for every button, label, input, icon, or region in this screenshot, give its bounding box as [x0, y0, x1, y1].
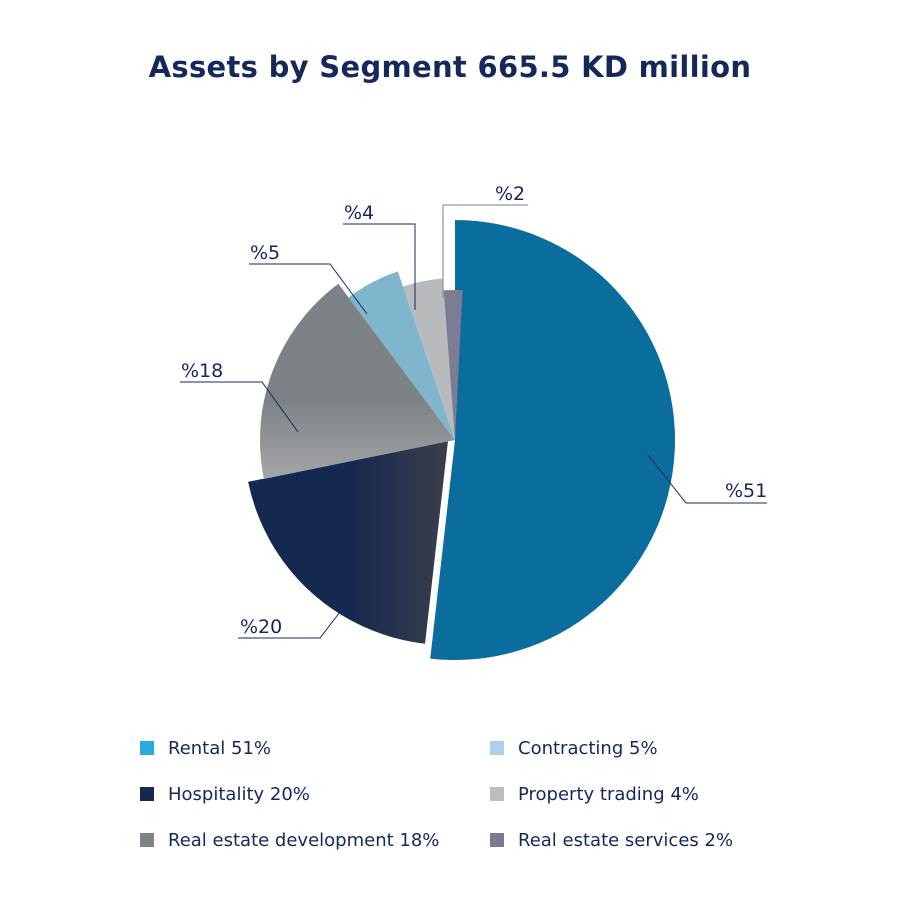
legend-item: Real estate services 2% [490, 829, 840, 851]
data-label: %51 [725, 480, 767, 502]
legend-swatch [140, 741, 154, 755]
legend-label: Real estate development 18% [168, 829, 440, 851]
legend-item: Contracting 5% [490, 737, 840, 759]
leader-line [647, 454, 767, 504]
pie-slice [260, 283, 455, 479]
legend-label: Hospitality 20% [168, 783, 310, 805]
legend-item: Rental 51% [140, 737, 490, 759]
legend-item: Property trading 4% [490, 783, 840, 805]
legend-swatch [140, 833, 154, 847]
chart-title: Assets by Segment 665.5 KD million [148, 50, 752, 84]
legend-item: Hospitality 20% [140, 783, 490, 805]
legend-swatch [490, 787, 504, 801]
leader-line [343, 223, 416, 310]
data-label: %18 [181, 360, 223, 382]
legend-label: Real estate services 2% [518, 829, 734, 851]
legend-label: Property trading 4% [518, 783, 699, 805]
data-label: %2 [495, 183, 525, 205]
pie-slice [348, 271, 455, 440]
legend-swatch [490, 741, 504, 755]
pie-slice [430, 220, 675, 660]
pie-slice [248, 441, 448, 644]
data-label: %5 [250, 242, 280, 264]
leader-line [238, 611, 341, 639]
legend-item: Real estate development 18% [140, 829, 490, 851]
legend: Rental 51% Contracting 5% Hospitality 20% P… [140, 737, 840, 851]
data-label: %20 [240, 616, 282, 638]
pie-slice [402, 278, 455, 440]
leader-line [249, 263, 368, 315]
legend-swatch [490, 833, 504, 847]
legend-swatch [140, 787, 154, 801]
pie-slice [443, 290, 463, 440]
leader-line [180, 381, 299, 433]
data-label: %4 [344, 202, 374, 224]
leader-line [442, 204, 528, 298]
legend-label: Contracting 5% [518, 737, 658, 759]
legend-label: Rental 51% [168, 737, 271, 759]
